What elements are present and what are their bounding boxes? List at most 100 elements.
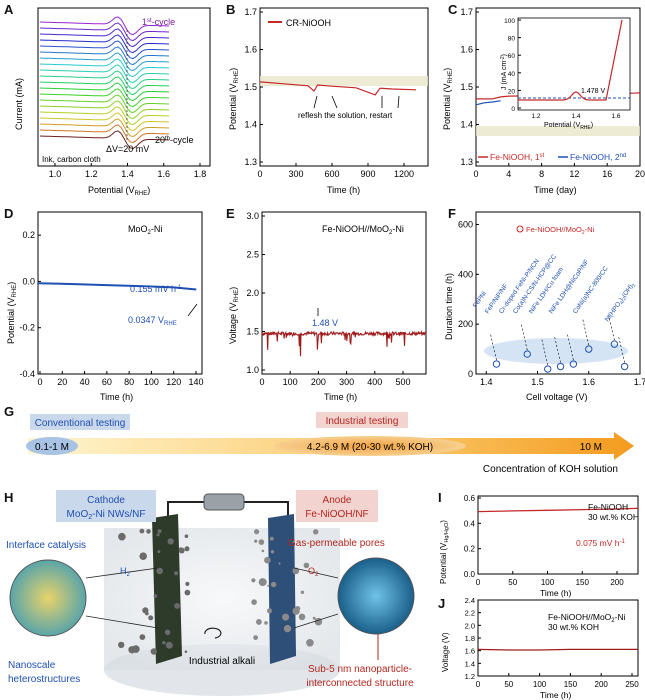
h-pores-label: Gas-permeable pores xyxy=(288,538,385,549)
h-gas-bubble xyxy=(178,547,185,554)
h-gas-bubble xyxy=(132,645,140,653)
h-alkali-label: Industrial alkali xyxy=(189,656,255,667)
j-y-tick: 2.2 xyxy=(465,609,475,618)
c-x-tick: 12 xyxy=(569,169,579,179)
b-line-series xyxy=(259,81,417,96)
f-point xyxy=(544,365,552,373)
j-title-1: Fe-NiOOH//MoO2-Ni xyxy=(548,612,626,624)
a-cycle-curve xyxy=(39,34,170,54)
d-x-tick: 20 xyxy=(57,377,67,387)
e-x-tick: 500 xyxy=(395,377,410,387)
a-cycle-curve xyxy=(39,22,170,42)
h-gas-bubble xyxy=(153,594,158,598)
c-inset-x-tick: 1.4 xyxy=(571,113,580,120)
h-gas-bubble xyxy=(256,619,262,625)
h-gas-bubble xyxy=(146,529,151,534)
f-ylabel: Duration time (h) xyxy=(444,273,454,340)
e-x-tick: 0 xyxy=(259,377,264,387)
h-gas-bubble xyxy=(157,529,162,534)
h-cathode-title: Cathode xyxy=(87,495,125,506)
g-mid-ellipse xyxy=(274,436,466,456)
e-title: Fe-NiOOH//MoO2-Ni xyxy=(322,224,404,236)
h-gas-bubble xyxy=(254,529,260,535)
h-anode-plate xyxy=(268,514,296,664)
c-inset-xlabel: Potential (VRHE) xyxy=(544,122,593,131)
h-gas-bubble xyxy=(174,603,181,609)
i-line-series xyxy=(477,507,639,513)
h-gas-bubble xyxy=(185,581,190,586)
h-cathode-plate xyxy=(152,514,182,664)
c-ylabel: Potential (VRHE) xyxy=(442,68,454,130)
h-nano-label-1: Nanoscale xyxy=(8,660,56,671)
e-y-tick: 1.5 xyxy=(246,327,259,337)
j-line-series xyxy=(477,648,638,651)
a-last-cycle: 20th-cycle xyxy=(155,135,194,145)
a-cycle-curve xyxy=(39,28,170,48)
h-gas-bubble xyxy=(157,550,161,554)
h-gas-bubble xyxy=(258,539,265,545)
h-h2-label: H2 xyxy=(120,566,131,578)
g-industrial-box xyxy=(316,412,408,428)
g-mid-value: 4.2-6.9 M (20-30 wt.% KOH) xyxy=(307,442,433,453)
b-y-tick: 1.4 xyxy=(244,120,257,130)
h-sub5-label-2: interconnected structure xyxy=(306,678,414,689)
f-point xyxy=(610,340,619,348)
c-y-tick: 1.7 xyxy=(460,7,473,17)
f-material-label: FePNi xyxy=(472,290,488,309)
h-beaker xyxy=(104,528,340,670)
h-gas-bubble xyxy=(184,546,190,552)
h-gas-bubble xyxy=(142,607,149,614)
h-gas-bubble xyxy=(150,648,157,655)
b-x-tick: 1200 xyxy=(394,169,414,179)
j-y-tick: 2.4 xyxy=(465,596,475,605)
i-x-tick: 150 xyxy=(576,578,590,587)
h-gas-bubble xyxy=(270,550,275,554)
c-legend-1: Fe-NiOOH, 1st xyxy=(490,152,545,162)
h-gas-bubble xyxy=(174,571,179,576)
h-gas-bubble xyxy=(162,641,166,645)
e-xlabel: Time (h) xyxy=(324,392,357,402)
d-title: MoO2-Ni xyxy=(128,224,162,236)
b-y-tick: 1.5 xyxy=(244,82,257,92)
a-cycle-curve xyxy=(39,130,170,150)
j-x-tick: 150 xyxy=(564,680,578,689)
h-gas-bubble xyxy=(156,533,160,537)
c-inset-y-tick: 60 xyxy=(508,53,516,60)
panel-h-illustration: Cathode MoO2-Ni NWs/NF Anode Fe-NiOOH/NF… xyxy=(6,490,415,696)
h-nano-label-2: heterostructures xyxy=(8,674,80,685)
i-title-1: Fe-NiOOH xyxy=(588,502,628,512)
c-y-tick: 1.3 xyxy=(460,157,473,167)
h-gas-bubble xyxy=(164,629,171,636)
h-gas-bubble xyxy=(184,650,188,653)
f-y-tick: 0 xyxy=(468,369,473,379)
f-point xyxy=(523,350,531,358)
d-x-tick: 100 xyxy=(144,377,159,387)
i-y-tick: 0.4 xyxy=(464,519,476,528)
h-anode-title: Anode xyxy=(323,495,352,506)
h-gas-bubble xyxy=(270,581,277,588)
f-x-tick: 1.6 xyxy=(582,377,595,387)
c-y-tick: 1.5 xyxy=(460,82,473,92)
b-legend: CR-NiOOH xyxy=(286,18,331,28)
h-gas-bubble xyxy=(269,536,274,541)
f-material-label: Ni(HPO4)2(OH)2 xyxy=(604,281,637,324)
h-cathode-box xyxy=(56,490,156,522)
h-gas-bubble xyxy=(118,532,126,541)
a-cycle-curve xyxy=(39,64,170,84)
f-material-label: NiFe LDH@NiCoP/NF xyxy=(548,258,591,315)
c-x-tick: 8 xyxy=(539,169,544,179)
a-cycle-curve xyxy=(39,40,170,60)
panel-label-b: B xyxy=(226,2,236,17)
c-inset-y-tick: 40 xyxy=(508,71,516,78)
h-gas-bubble xyxy=(254,539,258,543)
i-x-tick: 50 xyxy=(508,578,517,587)
j-title-2: 30 wt.% KOH xyxy=(548,622,599,632)
panel-label-f: F xyxy=(448,206,456,221)
g-axis-label: Concentration of KOH solution xyxy=(483,464,618,475)
j-y-tick: 2.0 xyxy=(465,621,475,630)
h-gas-bubble xyxy=(283,624,292,633)
c-y-tick: 1.6 xyxy=(460,45,473,55)
a-cycle-curve xyxy=(39,124,170,144)
f-x-tick: 1.5 xyxy=(531,377,544,387)
f-y-tick: 200 xyxy=(458,319,473,329)
